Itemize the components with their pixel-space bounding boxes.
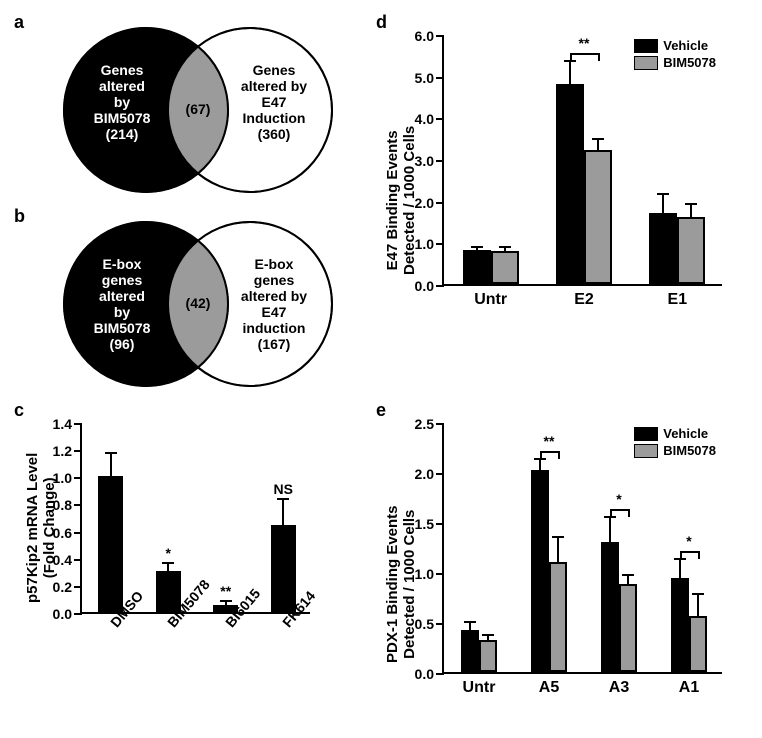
panel-b: b E-boxgenesalteredbyBIM5078(96)(42)E-bo… [10,204,370,394]
chart-d: 0.01.02.03.04.05.06.0UntrE2E1**VehicleBI… [372,10,752,286]
venn-text: GenesalteredbyBIM5078(214) [67,62,177,142]
venn-a: GenesalteredbyBIM5078(214)(67)Genesalter… [28,18,378,198]
legend: VehicleBIM5078 [634,426,716,460]
panel-a: a GenesalteredbyBIM5078(214)(67)Genesalt… [10,10,370,200]
bar [491,251,519,284]
bar [463,250,491,284]
bar [479,640,497,672]
bar [556,84,584,284]
bar [601,542,619,672]
bar [671,578,689,672]
bar [531,470,549,672]
venn-text: Genesaltered byE47Induction(360) [214,62,334,142]
bar [677,217,705,285]
venn-text: E-boxgenesalteredbyBIM5078(96) [67,256,177,353]
panel-a-label: a [14,12,24,33]
venn-text: E-boxgenesaltered byE47induction(167) [214,256,334,353]
panel-b-label: b [14,206,25,227]
bar [98,476,123,612]
figure: a GenesalteredbyBIM5078(214)(67)Genesalt… [10,10,752,728]
bar [584,150,612,284]
panel-d: d 0.01.02.03.04.05.06.0UntrE2E1**Vehicle… [372,10,752,340]
legend: VehicleBIM5078 [634,38,716,72]
bar [649,213,677,284]
chart-c: 0.00.20.40.60.81.01.21.4DMSO*BIM5078**BI… [10,398,370,614]
bar [689,616,707,672]
chart-e: 0.00.51.01.52.02.5UntrA5A3A1****VehicleB… [372,398,752,674]
venn-b: E-boxgenesalteredbyBIM5078(96)(42)E-boxg… [28,212,378,392]
bar [549,562,567,672]
bar [619,584,637,672]
bar [271,525,296,612]
bar [461,630,479,672]
panel-e: e 0.00.51.01.52.02.5UntrA5A3A1****Vehicl… [372,398,752,728]
panel-c: c 0.00.20.40.60.81.01.21.4DMSO*BIM5078**… [10,398,370,698]
